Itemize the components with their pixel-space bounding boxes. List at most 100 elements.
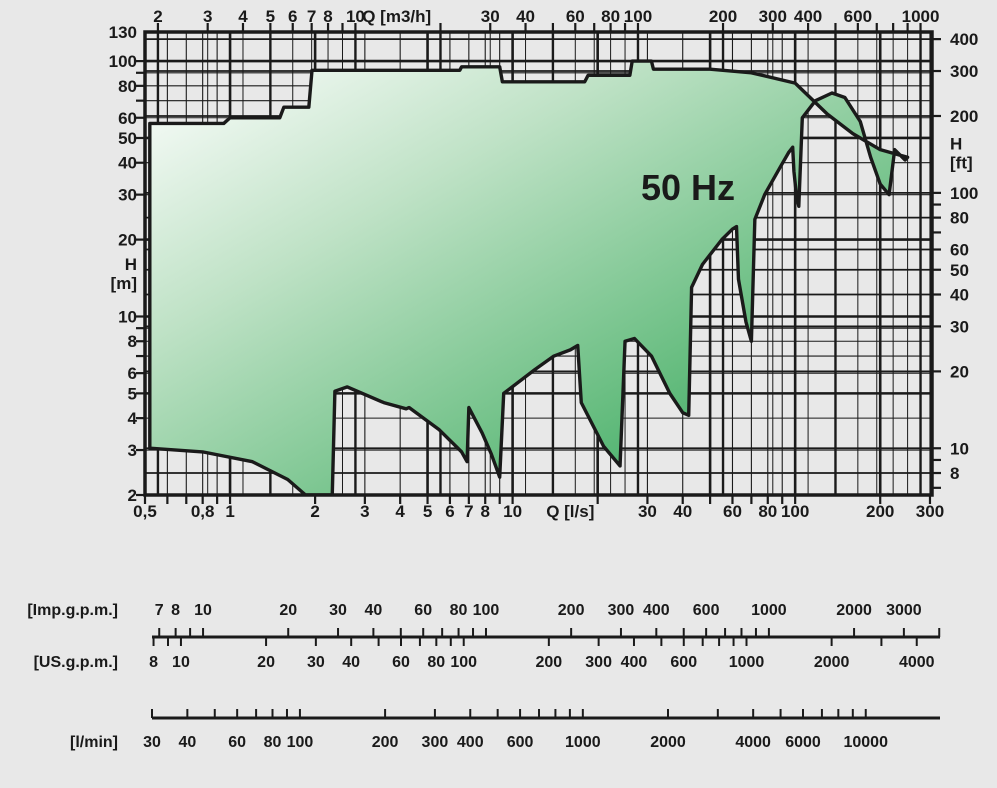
tick-label-bottom: 4	[395, 502, 405, 521]
imp-gpm-tick-label: 100	[473, 602, 500, 619]
tick-label-left: 2	[128, 486, 137, 505]
l-min-tick-label: 60	[228, 734, 246, 751]
left-axis-label-line2: [m]	[111, 274, 137, 293]
right-axis-label-line2: [ft]	[950, 153, 973, 172]
us-gpm-tick-label: 4000	[899, 654, 935, 671]
tick-label-top: 3	[203, 7, 212, 26]
us-gpm-tick-label: 600	[670, 654, 697, 671]
imp-gpm-tick-label: 7	[155, 602, 164, 619]
imp-gpm-tick-label: 400	[643, 602, 670, 619]
tick-label-right: 100	[950, 184, 978, 203]
tick-label-left: 30	[118, 186, 137, 205]
tick-label-right: 400	[950, 30, 978, 49]
tick-label-bottom: 60	[723, 502, 742, 521]
imp-gpm-tick-label: 8	[171, 602, 180, 619]
bottom-axis-label: Q [l/s]	[546, 502, 594, 521]
tick-label-left: 20	[118, 231, 137, 250]
tick-label-left: 5	[128, 384, 137, 403]
tick-label-right: 200	[950, 107, 978, 126]
axis-ticks	[136, 23, 941, 504]
top-axis-label: Q [m3/h]	[362, 7, 431, 26]
imp-gpm-tick-label: 600	[693, 602, 720, 619]
tick-label-top: 6	[288, 7, 297, 26]
tick-label-bottom: 6	[445, 502, 454, 521]
us-gpm-tick-label: 20	[257, 654, 275, 671]
tick-label-right: 60	[950, 241, 969, 260]
us-gpm-tick-label: 400	[621, 654, 648, 671]
tick-label-right: 8	[950, 464, 959, 483]
tick-label-top: 2	[153, 7, 162, 26]
tick-label-bottom: 0,8	[191, 502, 215, 521]
l-min-tick-label: 1000	[565, 734, 601, 751]
imp-gpm-tick-label: 10	[194, 602, 212, 619]
tick-label-right: 50	[950, 261, 969, 280]
tick-label-left: 8	[128, 332, 137, 351]
imp-gpm-tick-label: 30	[329, 602, 347, 619]
tick-label-left: 50	[118, 129, 137, 148]
us-gpm-tick-label: 300	[585, 654, 612, 671]
us-gpm-tick-label: 30	[307, 654, 325, 671]
frequency-label: 50 Hz	[641, 167, 735, 208]
performance-envelope	[148, 59, 910, 495]
l-min-axis-label: [l/min]	[70, 734, 118, 751]
imp-gpm-tick-label: 20	[279, 602, 297, 619]
tick-label-top: 1000	[902, 7, 940, 26]
tick-label-top: 10	[346, 7, 365, 26]
l-min-tick-label: 600	[507, 734, 534, 751]
tick-label-bottom: 0,5	[133, 502, 157, 521]
tick-label-left: 60	[118, 109, 137, 128]
us-gpm-tick-label: 10	[172, 654, 190, 671]
imp-gpm-tick-label: 40	[364, 602, 382, 619]
imp-gpm-tick-label: 60	[414, 602, 432, 619]
imp-gpm-tick-label: 2000	[836, 602, 872, 619]
tick-label-right: 30	[950, 317, 969, 336]
tick-label-bottom: 2	[310, 502, 319, 521]
right-axis-label-line1: H	[950, 134, 962, 153]
us-gpm-tick-label: 60	[392, 654, 410, 671]
tick-label-bottom: 80	[758, 502, 777, 521]
tick-label-top: 4	[238, 7, 248, 26]
tick-label-top: 80	[601, 7, 620, 26]
tick-label-bottom: 30	[638, 502, 657, 521]
tick-label-right: 80	[950, 209, 969, 228]
tick-label-right: 10	[950, 439, 969, 458]
l-min-tick-label: 2000	[650, 734, 686, 751]
l-min-tick-label: 100	[287, 734, 314, 751]
us-gpm-tick-label: 40	[342, 654, 360, 671]
tick-label-bottom: 40	[673, 502, 692, 521]
tick-label-right: 40	[950, 286, 969, 305]
conversion-scales: 7 8 10 20 30 40 60 80 100 200 300 400 600 1000 2000 300…	[143, 602, 941, 751]
imp-gpm-tick-label: 200	[558, 602, 585, 619]
tick-label-bottom: 7	[464, 502, 473, 521]
l-min-tick-label: 200	[372, 734, 399, 751]
imp-gpm-tick-label: 300	[608, 602, 635, 619]
tick-label-bottom: 5	[423, 502, 432, 521]
tick-label-left: 40	[118, 154, 137, 173]
tick-label-top: 400	[794, 7, 822, 26]
tick-label-top: 40	[516, 7, 535, 26]
imp-gpm-tick-label: 3000	[886, 602, 922, 619]
tick-label-left: 4	[128, 409, 138, 428]
tick-label-bottom: 10	[503, 502, 522, 521]
imp-gpm-tick-label: 1000	[751, 602, 787, 619]
tick-label-bottom: 100	[781, 502, 809, 521]
tick-label-top: 300	[759, 7, 787, 26]
tick-label-top: 8	[323, 7, 332, 26]
tick-label-right: 20	[950, 362, 969, 381]
tick-label-top: 100	[624, 7, 652, 26]
tick-label-top: 600	[844, 7, 872, 26]
us-gpm-axis-label: [US.g.p.m.]	[34, 654, 118, 671]
l-min-tick-label: 40	[178, 734, 196, 751]
plot-frame	[143, 30, 934, 497]
tick-label-left: 130	[109, 23, 137, 42]
tick-label-bottom: 200	[866, 502, 894, 521]
l-min-tick-label: 400	[457, 734, 484, 751]
tick-label-top: 60	[566, 7, 585, 26]
l-min-tick-label: 80	[264, 734, 282, 751]
us-gpm-tick-label: 100	[450, 654, 477, 671]
tick-label-bottom: 1	[225, 502, 234, 521]
tick-label-left: 6	[128, 364, 137, 383]
l-min-tick-label: 30	[143, 734, 161, 751]
